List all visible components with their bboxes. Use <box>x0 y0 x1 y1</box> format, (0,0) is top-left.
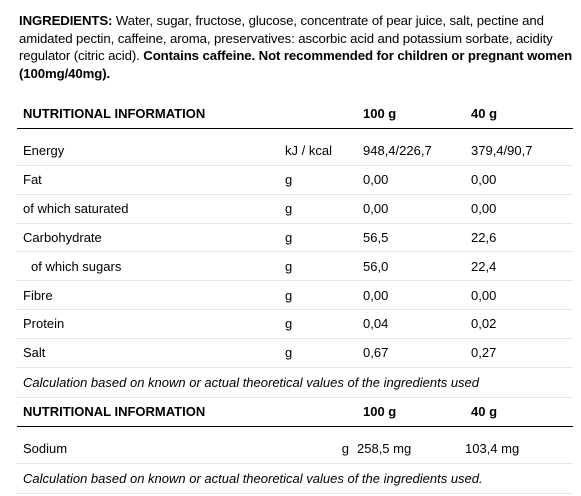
nutrient-unit: g <box>285 201 293 217</box>
table-row: Energy kJ / kcal 948,4/226,7 379,4/90,7 <box>17 129 573 166</box>
nutrient-name: Salt <box>23 345 46 361</box>
table-row: Sodium g 258,5 mg 103,4 mg <box>17 427 573 464</box>
header-40g: 40 g <box>471 404 498 419</box>
table-row: of which sugars g 56,0 22,4 <box>17 252 573 281</box>
nutrient-unit: g <box>341 440 349 456</box>
header-nutritional-information: NUTRITIONAL INFORMATION <box>23 404 206 419</box>
nutrient-unit: g <box>285 345 293 361</box>
value-40g: 22,4 <box>471 258 497 274</box>
table-row: of which saturated g 0,00 0,00 <box>17 194 573 224</box>
nutrient-unit: g <box>285 229 293 245</box>
value-40g: 0,27 <box>471 345 497 361</box>
header-40g: 40 g <box>471 106 498 121</box>
table-row: Carbohydrate g 56,5 22,6 <box>17 223 573 252</box>
table-row: Salt g 0,67 0,27 <box>17 338 573 368</box>
nutrient-name: Energy <box>23 142 65 158</box>
nutrient-name: Protein <box>23 316 65 332</box>
nutrition-table: NUTRITIONAL INFORMATION 100 g 40 g Energ… <box>17 99 573 398</box>
value-40g: 103,4 mg <box>465 440 520 456</box>
value-100g: 0,67 <box>363 345 389 361</box>
header-100g: 100 g <box>363 106 397 121</box>
value-40g: 0,02 <box>471 316 497 332</box>
header-unit <box>279 99 357 129</box>
calculation-note: Calculation based on known or actual the… <box>23 471 483 486</box>
sodium-table: NUTRITIONAL INFORMATION 100 g 40 g Sodiu… <box>17 397 573 494</box>
ingredients-label: INGREDIENTS: <box>19 13 113 28</box>
nutrient-name: of which saturated <box>23 201 129 217</box>
value-100g: 258,5 mg <box>357 440 412 456</box>
value-100g: 56,0 <box>363 258 389 274</box>
nutrient-unit: g <box>285 258 293 274</box>
header-100g: 100 g <box>363 404 397 419</box>
nutrient-name: Fibre <box>23 287 53 303</box>
caffeine-warning: Contains caffeine. Not recommended for c… <box>19 48 573 81</box>
nutrient-name: of which sugars <box>31 258 122 274</box>
table-row: Fat g 0,00 0,00 <box>17 166 573 195</box>
nutrient-unit: g <box>285 172 293 188</box>
nutrient-unit: g <box>285 287 293 303</box>
nutrient-name: Sodium <box>23 440 68 456</box>
nutrient-unit: g <box>285 316 293 332</box>
nutrient-name: Fat <box>23 172 42 188</box>
value-40g: 0,00 <box>471 201 497 217</box>
calculation-note-row: Calculation based on known or actual the… <box>17 464 573 494</box>
value-40g: 0,00 <box>471 287 497 303</box>
table-row: Protein g 0,04 0,02 <box>17 309 573 339</box>
calculation-note: Calculation based on known or actual the… <box>23 374 480 390</box>
value-100g: 0,04 <box>363 316 389 332</box>
value-40g: 0,00 <box>471 172 497 188</box>
value-100g: 56,5 <box>363 229 389 245</box>
nutrition-table-header: NUTRITIONAL INFORMATION 100 g 40 g <box>17 99 573 129</box>
ingredients-text: Water, sugar, fructose, glucose, concent… <box>19 13 553 63</box>
table-row: Fibre g 0,00 0,00 <box>17 281 573 310</box>
value-40g: 22,6 <box>471 229 497 245</box>
value-100g: 0,00 <box>363 287 389 303</box>
ingredients-paragraph: INGREDIENTS: Water, sugar, fructose, glu… <box>19 12 575 82</box>
nutrient-unit: kJ / kcal <box>285 142 332 158</box>
value-100g: 948,4/226,7 <box>363 142 432 158</box>
value-100g: 0,00 <box>363 172 389 188</box>
calculation-note-row: Calculation based on known or actual the… <box>17 367 573 398</box>
value-100g: 0,00 <box>363 201 389 217</box>
sodium-table-header: NUTRITIONAL INFORMATION 100 g 40 g <box>17 397 573 427</box>
value-40g: 379,4/90,7 <box>471 142 533 158</box>
header-nutritional-information: NUTRITIONAL INFORMATION <box>23 106 206 121</box>
nutrient-name: Carbohydrate <box>23 229 102 245</box>
